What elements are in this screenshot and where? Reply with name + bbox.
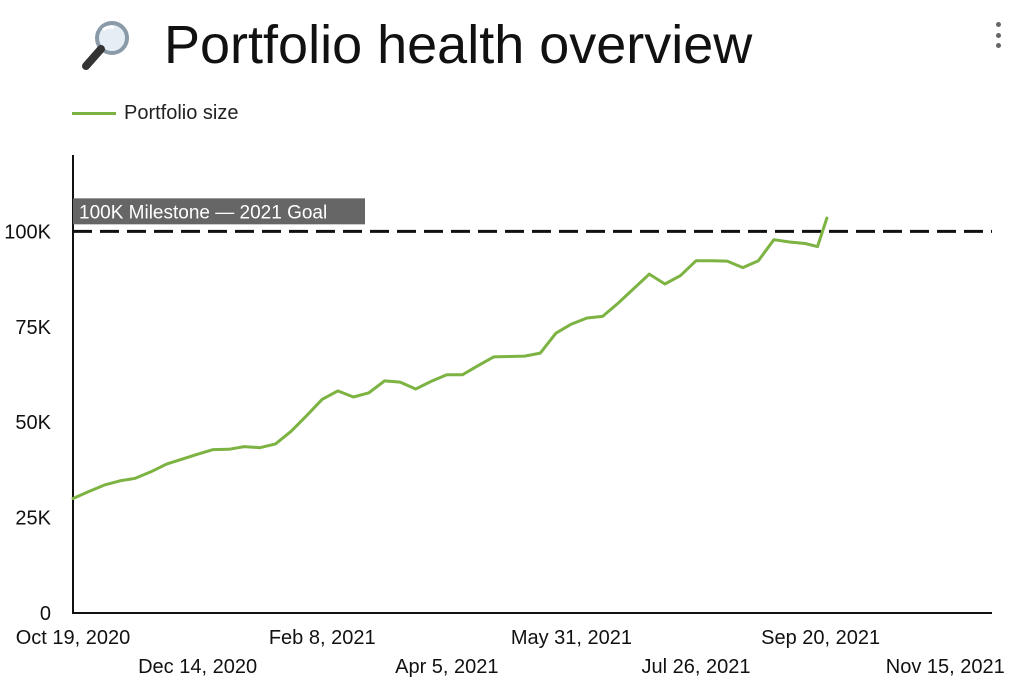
milestone-annotation-box bbox=[73, 198, 365, 225]
page-title: Portfolio health overview bbox=[164, 15, 753, 75]
x-tick-label: Apr 5, 2021 bbox=[395, 656, 498, 678]
title-row: Portfolio health overview bbox=[76, 10, 752, 80]
x-tick-label: Feb 8, 2021 bbox=[269, 627, 376, 649]
y-tick-label: 0 bbox=[40, 603, 51, 625]
x-tick-label: Oct 19, 2020 bbox=[16, 627, 131, 649]
y-tick-label: 100K bbox=[4, 221, 51, 243]
x-tick-label: Dec 14, 2020 bbox=[138, 656, 257, 678]
x-tick-label: Sep 20, 2021 bbox=[761, 627, 880, 649]
more-vert-icon[interactable] bbox=[992, 22, 1004, 48]
y-tick-label: 75K bbox=[15, 317, 51, 339]
x-tick-label: May 31, 2021 bbox=[511, 627, 632, 649]
series-line-portfolio-size bbox=[71, 216, 829, 500]
x-tick-label: Jul 26, 2021 bbox=[642, 656, 751, 678]
magnifying-glass-icon bbox=[82, 21, 129, 70]
x-tick-label: Nov 15, 2021 bbox=[886, 656, 1005, 678]
y-tick-label: 25K bbox=[15, 508, 51, 530]
y-tick-label: 50K bbox=[15, 412, 51, 434]
legend-swatch bbox=[72, 112, 116, 115]
milestone-annotation-label: 100K Milestone — 2021 Goal bbox=[79, 202, 327, 223]
legend-label: Portfolio size bbox=[124, 102, 239, 124]
legend: Portfolio size bbox=[72, 102, 239, 125]
